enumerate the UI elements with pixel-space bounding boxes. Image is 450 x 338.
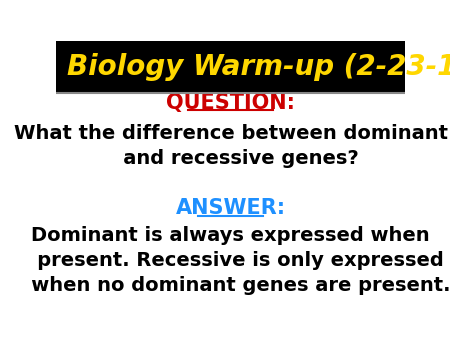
Text: ANSWER:: ANSWER:	[176, 198, 286, 218]
Text: What the difference between dominant
   and recessive genes?: What the difference between dominant and…	[14, 124, 448, 168]
Text: Biology Warm-up (2-23-10):: Biology Warm-up (2-23-10):	[67, 53, 450, 80]
Text: QUESTION:: QUESTION:	[166, 93, 295, 113]
Text: Dominant is always expressed when
   present. Recessive is only expressed
   whe: Dominant is always expressed when presen…	[11, 226, 450, 295]
FancyBboxPatch shape	[56, 41, 405, 93]
